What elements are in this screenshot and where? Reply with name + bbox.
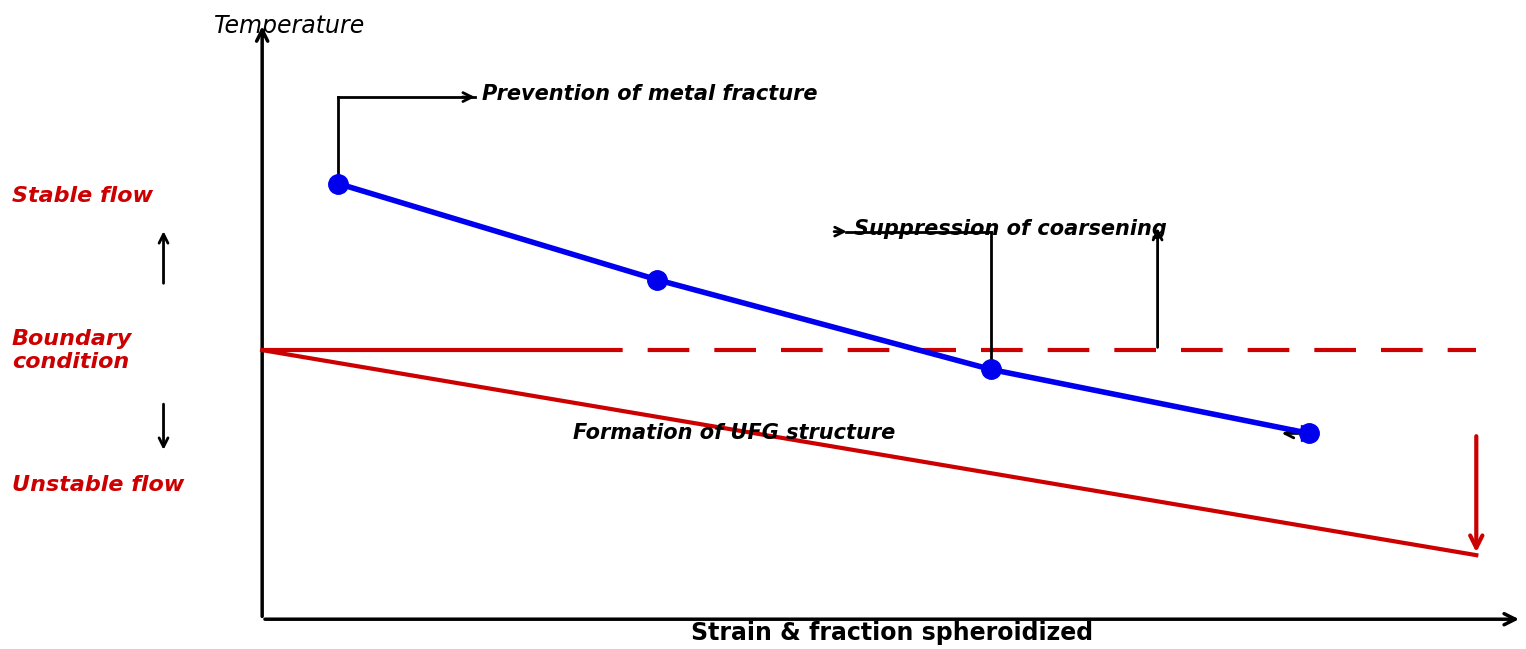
Text: Suppression of coarsening: Suppression of coarsening <box>855 219 1167 239</box>
Text: Prevention of metal fracture: Prevention of metal fracture <box>482 84 818 104</box>
Text: Formation of UFG structure: Formation of UFG structure <box>574 423 896 443</box>
Text: Strain & fraction spheroidized: Strain & fraction spheroidized <box>691 621 1093 645</box>
Text: Boundary
condition: Boundary condition <box>12 328 133 372</box>
Text: Unstable flow: Unstable flow <box>12 474 185 495</box>
Text: Stable flow: Stable flow <box>12 186 153 206</box>
Text: Temperature: Temperature <box>214 14 365 38</box>
